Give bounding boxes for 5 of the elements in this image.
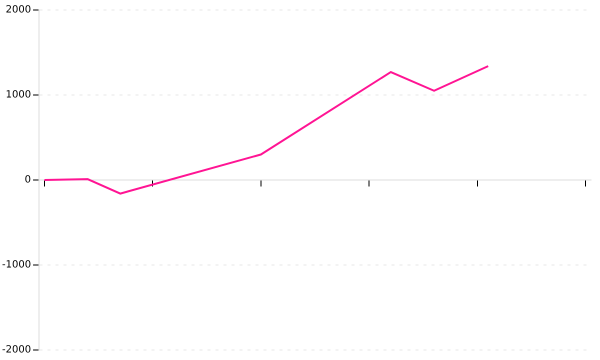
y-tick-label: -2000 xyxy=(2,344,32,356)
y-tick-label: -1000 xyxy=(2,260,32,271)
y-tick-label: 2000 xyxy=(6,4,32,16)
y-tick-label: 0 xyxy=(24,174,32,186)
y-tick-label: 1000 xyxy=(6,90,32,101)
